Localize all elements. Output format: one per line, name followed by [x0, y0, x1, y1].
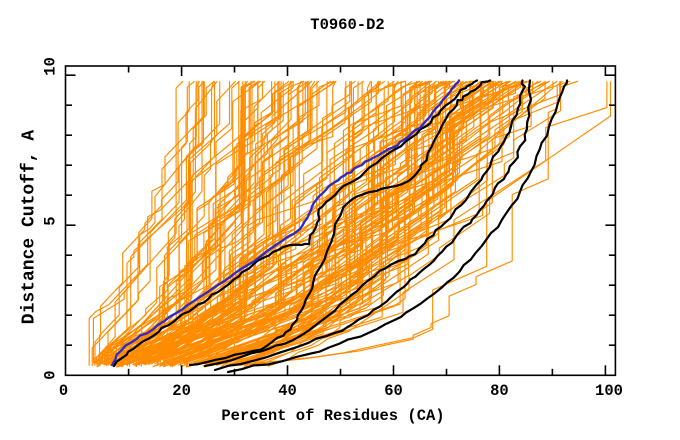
svg-text:100: 100	[595, 382, 623, 400]
svg-text:40: 40	[278, 382, 297, 400]
svg-text:Distance Cutoff, A: Distance Cutoff, A	[20, 130, 40, 325]
svg-text:20: 20	[172, 382, 191, 400]
svg-text:10: 10	[42, 57, 60, 76]
svg-text:80: 80	[490, 382, 509, 400]
svg-text:5: 5	[42, 216, 60, 225]
svg-text:60: 60	[384, 382, 403, 400]
svg-text:T0960-D2: T0960-D2	[310, 16, 384, 34]
svg-text:Percent of Residues (CA): Percent of Residues (CA)	[221, 407, 444, 425]
svg-text:0: 0	[59, 382, 68, 400]
svg-text:0: 0	[42, 370, 60, 379]
